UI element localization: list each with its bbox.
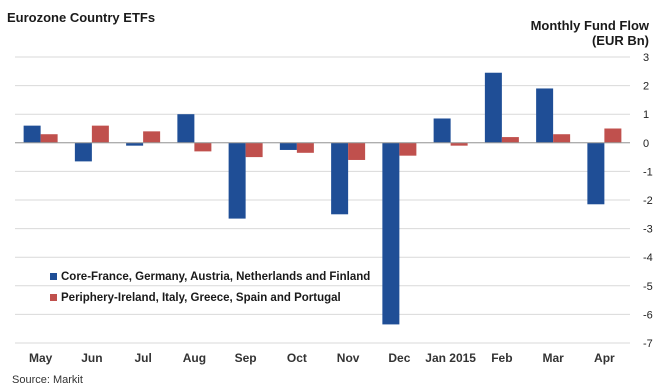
- legend-label-periphery: Periphery-Ireland, Italy, Greece, Spain …: [61, 291, 341, 304]
- x-tick-label: Sep: [235, 351, 257, 365]
- bar-periphery: [399, 142, 417, 156]
- legend-item-core: Core-France, Germany, Austria, Netherlan…: [50, 266, 370, 287]
- y-tick-label: 0: [643, 138, 649, 150]
- y-tick-label: -1: [643, 166, 653, 178]
- legend: Core-France, Germany, Austria, Netherlan…: [50, 266, 370, 308]
- bar-core: [74, 142, 92, 162]
- x-tick-label: Jul: [134, 351, 151, 365]
- legend-label-core: Core-France, Germany, Austria, Netherlan…: [61, 270, 371, 283]
- bar-periphery: [348, 142, 366, 160]
- x-tick-label: Mar: [542, 351, 564, 365]
- bar-core: [279, 142, 297, 150]
- x-tick-label: Dec: [388, 351, 410, 365]
- legend-item-periphery: Periphery-Ireland, Italy, Greece, Spain …: [50, 287, 370, 308]
- y-tick-label: 2: [643, 81, 649, 93]
- y-tick-label: -7: [643, 338, 653, 350]
- bar-periphery: [245, 142, 263, 158]
- x-tick-label: Feb: [491, 351, 512, 365]
- x-tick-label: Apr: [594, 351, 615, 365]
- y-axis-unit-line2: (EUR Bn): [591, 33, 649, 48]
- legend-swatch-periphery: [50, 294, 57, 301]
- x-tick-label: Nov: [337, 351, 360, 365]
- y-tick-label: -6: [643, 309, 653, 321]
- bar-periphery: [194, 142, 212, 152]
- bar-periphery: [604, 128, 622, 143]
- bar-periphery: [91, 125, 109, 143]
- bar-core: [228, 142, 246, 219]
- bar-core: [382, 142, 400, 325]
- bar-periphery: [40, 134, 58, 143]
- bar-core: [433, 118, 451, 143]
- y-tick-label: -5: [643, 281, 653, 293]
- bar-periphery: [501, 137, 519, 143]
- bar-core: [587, 142, 605, 205]
- bar-core: [331, 142, 349, 215]
- bar-core: [126, 142, 144, 146]
- bar-core: [536, 88, 554, 143]
- y-tick-label: -4: [643, 252, 653, 264]
- bar-periphery: [143, 131, 161, 143]
- y-axis-unit-line1: Monthly Fund Flow: [530, 18, 649, 33]
- x-tick-label: Aug: [183, 351, 206, 365]
- legend-swatch-core: [50, 273, 57, 280]
- x-tick-label: Jan 2015: [425, 351, 476, 365]
- bar-core: [23, 125, 41, 143]
- y-tick-label: -2: [643, 195, 653, 207]
- bar-periphery: [450, 142, 468, 146]
- source-note: Source: Markit: [12, 374, 83, 386]
- bar-periphery: [296, 142, 314, 153]
- y-tick-label: 1: [643, 109, 649, 121]
- y-tick-label: 3: [643, 52, 649, 64]
- bar-periphery: [553, 134, 571, 143]
- x-tick-label: Oct: [287, 351, 307, 365]
- y-axis-unit: Monthly Fund Flow (EUR Bn): [531, 18, 649, 48]
- x-tick-label: May: [29, 351, 53, 365]
- bar-core: [177, 114, 195, 143]
- x-tick-label: Jun: [81, 351, 102, 365]
- y-tick-label: -3: [643, 224, 653, 236]
- bar-core: [484, 72, 502, 143]
- chart-title: Eurozone Country ETFs: [7, 10, 156, 25]
